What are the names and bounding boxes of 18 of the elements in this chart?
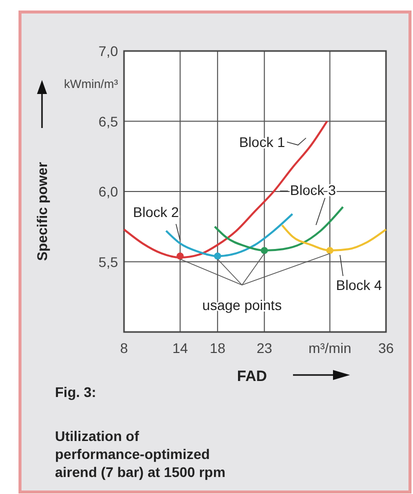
y-tick-label: 5,5 xyxy=(98,254,118,270)
y-tick-label: 6,5 xyxy=(98,113,118,130)
text: Utilization of performance-optimized airend (7 bar) at 1500 rpm xyxy=(55,428,226,480)
x-tick-label: 18 xyxy=(210,340,226,356)
text: Fig. 3: xyxy=(55,384,96,400)
series-label: Block 2 xyxy=(133,204,180,220)
x-tick-label: 14 xyxy=(172,340,188,356)
line-series xyxy=(123,120,328,259)
x-tick-label: 8 xyxy=(120,340,128,356)
x-tick-label: 23 xyxy=(256,340,272,356)
x-tick-label: m³/min xyxy=(308,340,352,356)
x-axis-title: FAD xyxy=(237,368,268,385)
x-tick-label: 36 xyxy=(378,340,394,356)
text: kWmin/m³ xyxy=(64,77,118,91)
y-tick-label: 7,0 xyxy=(98,43,118,59)
y-tick-label: 6,0 xyxy=(98,184,118,200)
y-axis-title: Specific power xyxy=(34,162,50,261)
series-label: Block 4 xyxy=(336,277,382,293)
